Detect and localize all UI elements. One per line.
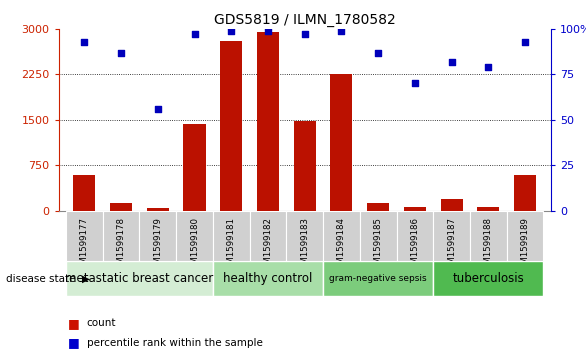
Point	[80, 39, 89, 45]
Text: GSM1599181: GSM1599181	[227, 217, 236, 275]
Text: count: count	[87, 318, 116, 328]
Bar	[220, 41, 242, 211]
Text: GSM1599189: GSM1599189	[520, 217, 530, 274]
Bar	[323, 211, 360, 261]
Text: GSM1599178: GSM1599178	[117, 217, 125, 275]
Bar	[183, 124, 206, 211]
Bar	[250, 211, 287, 261]
Bar	[441, 199, 463, 211]
Bar	[397, 211, 433, 261]
Point	[263, 28, 272, 34]
Bar	[176, 211, 213, 261]
Point	[117, 50, 126, 56]
Title: GDS5819 / ILMN_1780582: GDS5819 / ILMN_1780582	[214, 13, 396, 26]
Bar	[146, 208, 169, 211]
Point	[410, 81, 420, 86]
Bar	[139, 211, 176, 261]
Text: GSM1599183: GSM1599183	[300, 217, 309, 275]
Bar	[433, 211, 470, 261]
Bar	[433, 261, 543, 296]
Bar	[287, 211, 323, 261]
Bar	[213, 211, 250, 261]
Text: GSM1599187: GSM1599187	[447, 217, 456, 275]
Text: GSM1599186: GSM1599186	[410, 217, 420, 275]
Text: gram-negative sepsis: gram-negative sepsis	[329, 274, 427, 283]
Text: healthy control: healthy control	[223, 272, 313, 285]
Bar	[257, 32, 279, 211]
Bar	[73, 175, 96, 211]
Text: GSM1599184: GSM1599184	[337, 217, 346, 275]
Bar	[478, 207, 499, 211]
Text: GSM1599185: GSM1599185	[374, 217, 383, 275]
Text: tuberculosis: tuberculosis	[452, 272, 524, 285]
Point	[300, 32, 309, 37]
Bar	[331, 74, 352, 211]
Point	[337, 28, 346, 34]
Text: metastatic breast cancer: metastatic breast cancer	[65, 272, 213, 285]
Point	[483, 64, 493, 70]
Text: ■: ■	[67, 317, 79, 330]
Bar	[360, 211, 397, 261]
Point	[447, 59, 456, 65]
Text: GSM1599182: GSM1599182	[264, 217, 272, 275]
Bar	[514, 175, 536, 211]
Bar	[507, 211, 543, 261]
Point	[227, 28, 236, 34]
Bar	[103, 211, 139, 261]
Bar	[213, 261, 323, 296]
Bar	[294, 121, 316, 211]
Bar	[66, 261, 213, 296]
Bar	[66, 211, 103, 261]
Text: GSM1599188: GSM1599188	[484, 217, 493, 275]
Text: disease state  ▶: disease state ▶	[6, 274, 90, 284]
Text: ■: ■	[67, 337, 79, 350]
Bar	[367, 203, 389, 211]
Bar	[323, 261, 433, 296]
Text: GSM1599179: GSM1599179	[154, 217, 162, 274]
Text: percentile rank within the sample: percentile rank within the sample	[87, 338, 263, 348]
Point	[190, 32, 199, 37]
Point	[153, 106, 162, 112]
Point	[373, 50, 383, 56]
Bar	[110, 203, 132, 211]
Bar	[404, 207, 426, 211]
Point	[520, 39, 530, 45]
Text: GSM1599180: GSM1599180	[190, 217, 199, 275]
Text: GSM1599177: GSM1599177	[80, 217, 89, 275]
Bar	[470, 211, 507, 261]
